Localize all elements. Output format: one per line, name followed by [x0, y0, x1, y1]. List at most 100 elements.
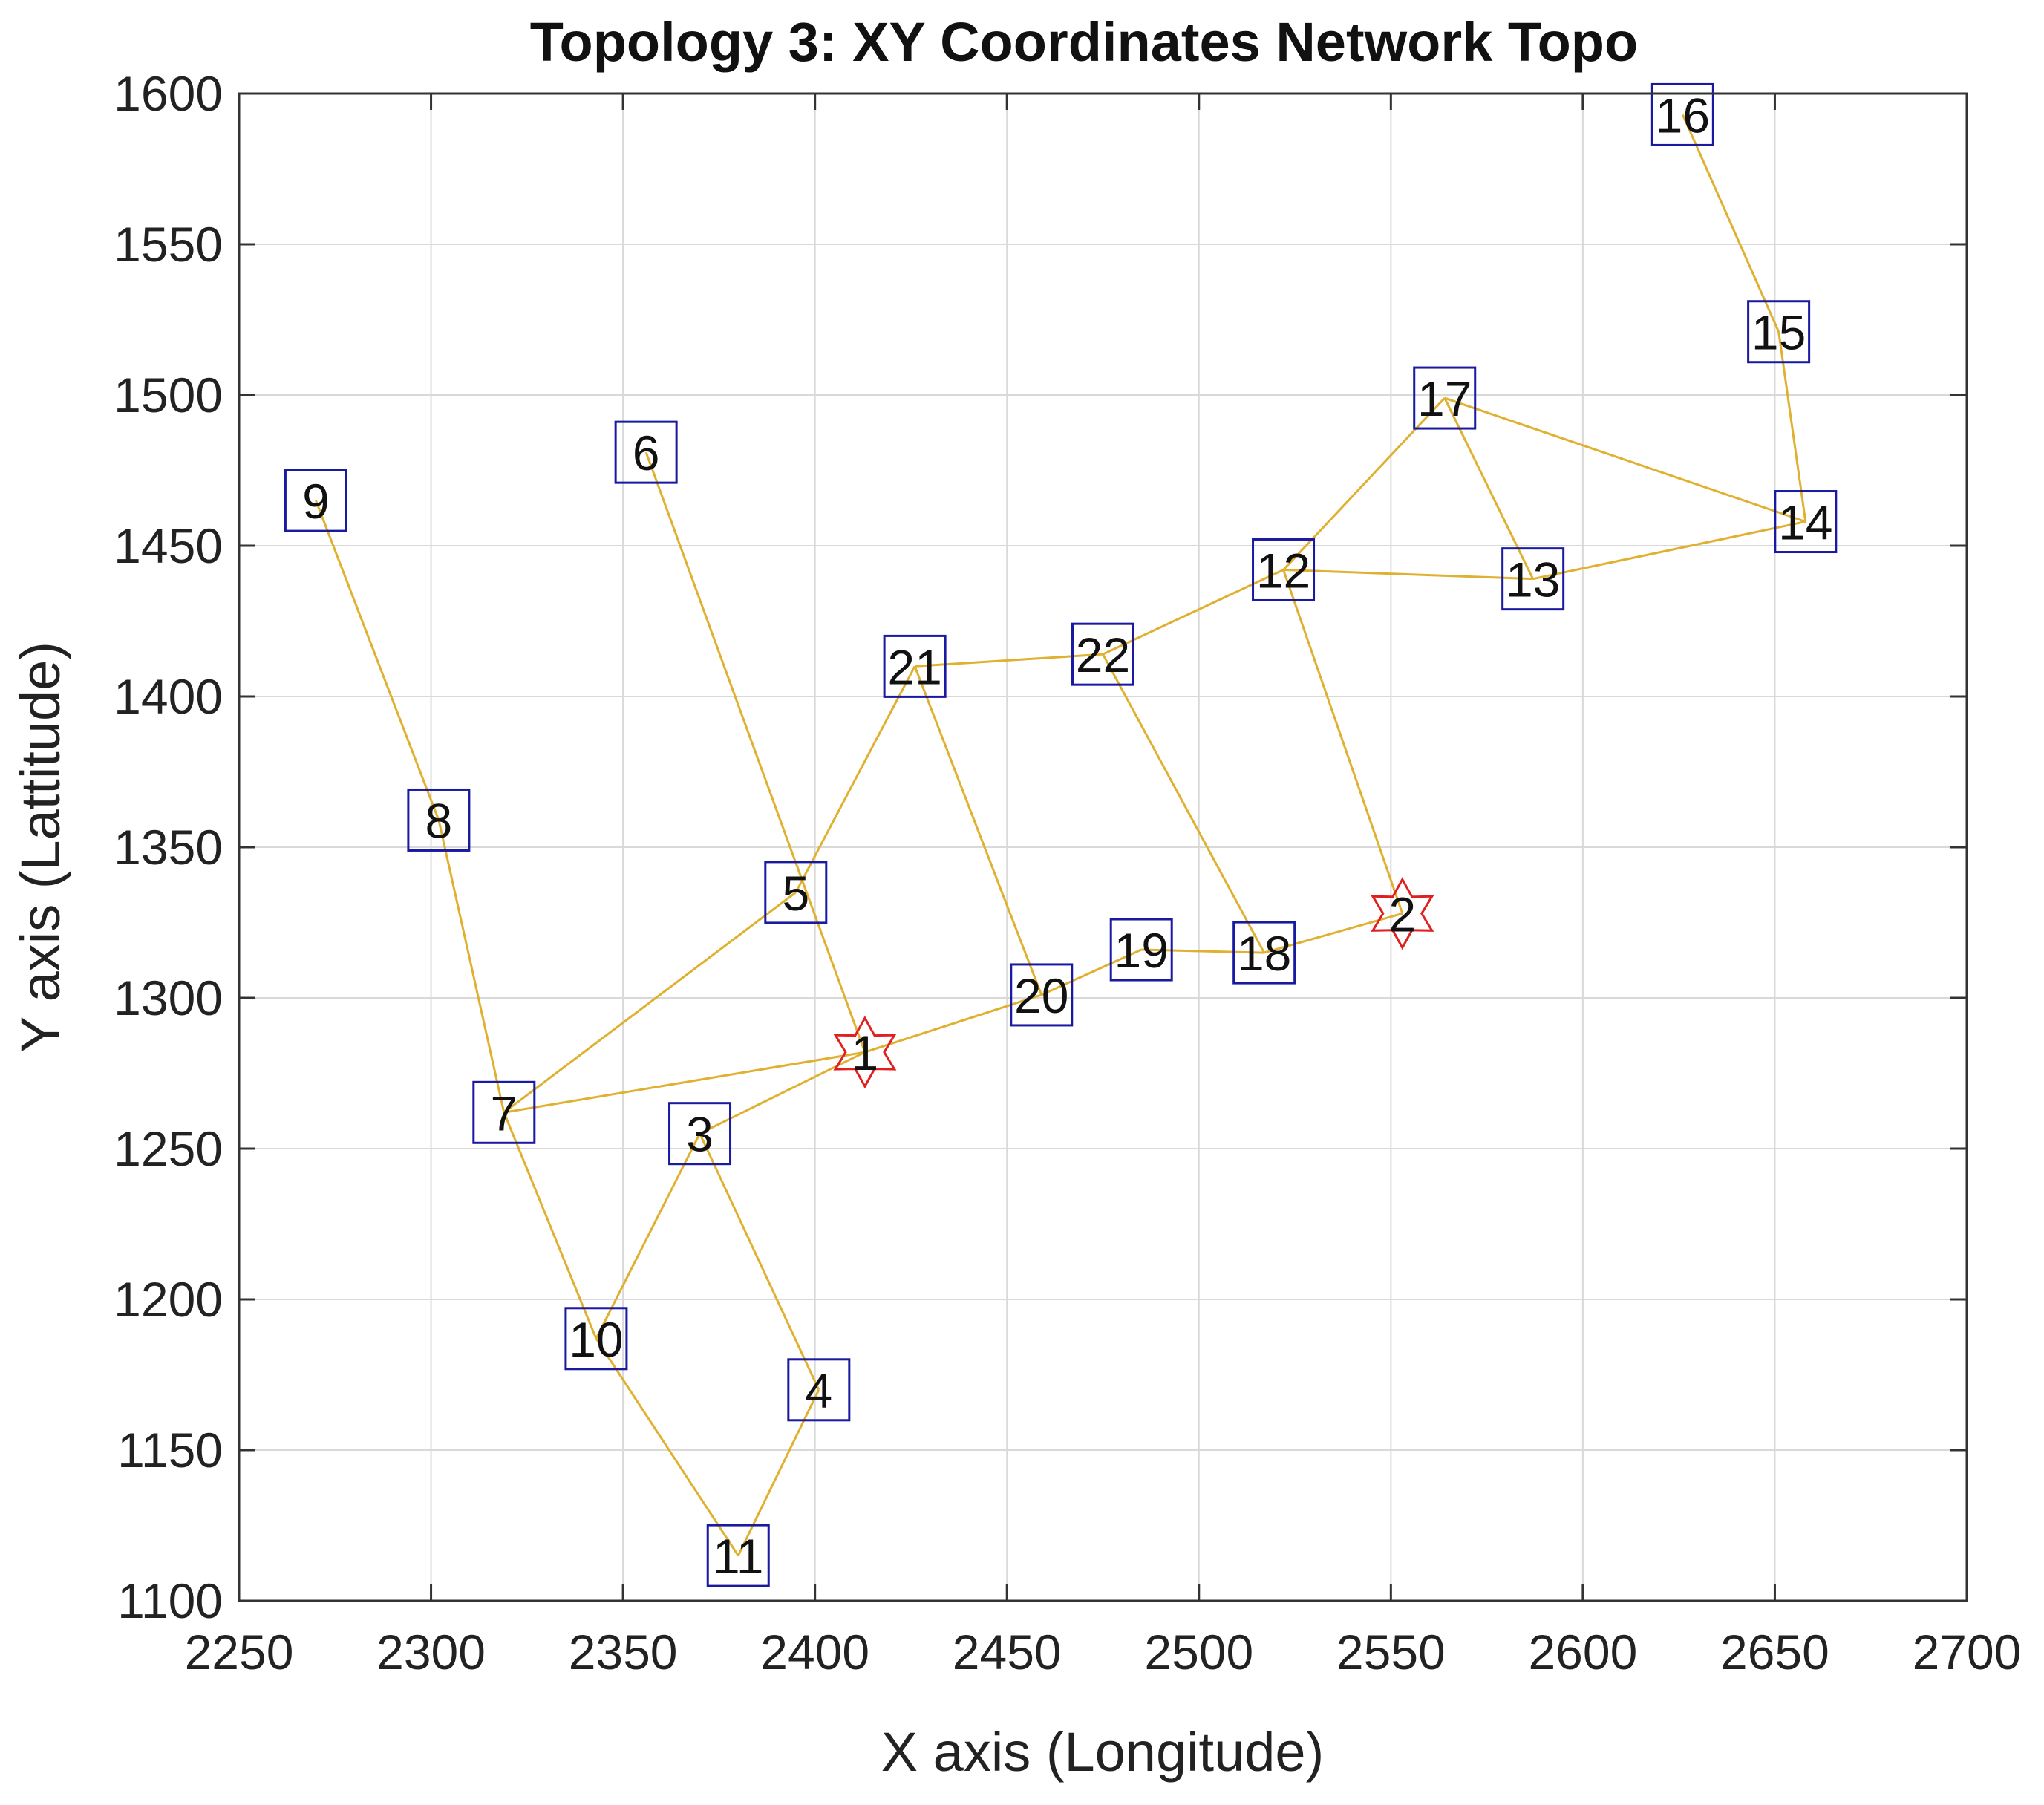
network-node: 12: [1252, 538, 1316, 601]
node-label: 20: [1014, 968, 1068, 1023]
network-node: 3: [668, 1102, 732, 1166]
x-tick-label: 2250: [185, 1625, 294, 1680]
x-tick-label: 2400: [760, 1625, 869, 1680]
node-label: 9: [302, 474, 330, 529]
y-tick-label: 1500: [114, 368, 223, 422]
y-tick-label: 1450: [114, 518, 223, 573]
node-label: 12: [1256, 543, 1310, 598]
network-edge: [1532, 520, 1806, 581]
node-square-marker: [407, 788, 471, 852]
network-node: 21: [883, 634, 947, 698]
network-edge: [1283, 568, 1533, 581]
y-axis-label: Y axis (Lattitude): [10, 642, 71, 1053]
network-node: 18: [1232, 921, 1296, 985]
node-label: 11: [713, 1529, 764, 1584]
network-node: 4: [787, 1358, 851, 1422]
y-tick-label: 1550: [114, 217, 223, 272]
node-label: 16: [1656, 88, 1710, 143]
y-tick-label: 1250: [114, 1121, 223, 1176]
network-node: 19: [1109, 918, 1173, 982]
network-edge: [1141, 948, 1264, 954]
node-square-marker: [1010, 963, 1074, 1027]
network-node: 17: [1413, 366, 1477, 430]
network-edge: [503, 1112, 598, 1339]
network-node: 8: [407, 788, 471, 852]
node-label: 1: [852, 1025, 879, 1080]
x-tick-label: 2500: [1144, 1625, 1253, 1680]
x-tick-label: 2450: [953, 1625, 1062, 1680]
network-edge: [1282, 397, 1446, 571]
node-square-marker: [1252, 538, 1316, 601]
node-square-marker: [472, 1080, 536, 1144]
node-label: 13: [1506, 552, 1560, 607]
network-node: 11: [706, 1524, 770, 1587]
x-tick-label: 2350: [569, 1625, 678, 1680]
node-square-marker: [1071, 622, 1134, 686]
y-tick-label: 1400: [114, 669, 223, 724]
x-tick-label: 2650: [1720, 1625, 1829, 1680]
node-square-marker: [1109, 918, 1173, 982]
network-edge: [794, 665, 916, 893]
network-edge: [595, 1133, 701, 1339]
network-edge: [503, 1051, 866, 1114]
network-node: 14: [1774, 490, 1838, 554]
axis-ticks: 2250 2300 2350 2400 2450 2500 2550 2600 2650 2700…: [114, 66, 2021, 1680]
network-node: 20: [1010, 963, 1074, 1027]
network-edge: [315, 500, 440, 820]
y-tick-label: 1600: [114, 66, 223, 121]
network-node: 5: [764, 861, 828, 924]
node-label: 10: [569, 1312, 623, 1367]
node-square-marker: [764, 861, 828, 924]
node-square-marker: [706, 1524, 770, 1587]
network-node: 10: [564, 1307, 628, 1371]
x-tick-label: 2700: [1913, 1625, 2022, 1680]
network-edge: [503, 891, 797, 1114]
node-star-marker: [1371, 877, 1434, 950]
network-node: 15: [1747, 300, 1811, 364]
network-edge: [1681, 114, 1780, 333]
y-tick-label: 1200: [114, 1272, 223, 1327]
node-square-marker: [1413, 366, 1477, 430]
x-tick-label: 2550: [1336, 1625, 1446, 1680]
node-square-marker: [1747, 300, 1811, 364]
node-label: 18: [1237, 926, 1291, 981]
network-edge: [1282, 569, 1404, 914]
network-node: 13: [1501, 547, 1565, 611]
network-node: 2: [1371, 877, 1434, 950]
node-square-marker: [1232, 921, 1296, 985]
node-star-marker: [833, 1016, 897, 1089]
node-square-marker: [564, 1307, 628, 1371]
network-edge: [699, 1133, 820, 1391]
network-node: 22: [1071, 622, 1134, 686]
node-square-marker: [787, 1358, 851, 1422]
x-tick-label: 2600: [1528, 1625, 1637, 1680]
node-label: 2: [1388, 887, 1416, 941]
node-label: 17: [1417, 371, 1472, 426]
node-square-marker: [1650, 82, 1714, 146]
grid-lines: [238, 93, 1968, 1602]
y-tick-label: 1100: [117, 1573, 223, 1628]
network-edge: [595, 1337, 739, 1556]
network-edge: [1041, 948, 1142, 996]
chart-title: Topology 3: XY Coordinates Network Topo: [530, 11, 1638, 73]
network-node: 1: [833, 1016, 897, 1089]
y-tick-label: 1300: [114, 970, 223, 1025]
node-label: 6: [633, 425, 660, 480]
node-square-marker: [284, 469, 347, 532]
network-edge: [1444, 396, 1806, 523]
y-tick-label: 1150: [117, 1423, 223, 1478]
network-edge: [913, 665, 1043, 996]
node-label: 5: [782, 866, 809, 921]
node-label: 8: [425, 793, 453, 848]
x-tick-label: 2300: [376, 1625, 486, 1680]
network-edge: [1777, 331, 1807, 522]
node-label: 21: [887, 639, 941, 694]
node-square-marker: [883, 634, 947, 698]
network-node: 6: [614, 420, 678, 484]
network-edge: [437, 820, 506, 1113]
network-edge: [1102, 653, 1266, 953]
node-label: 15: [1751, 305, 1806, 360]
y-tick-label: 1350: [114, 820, 223, 875]
